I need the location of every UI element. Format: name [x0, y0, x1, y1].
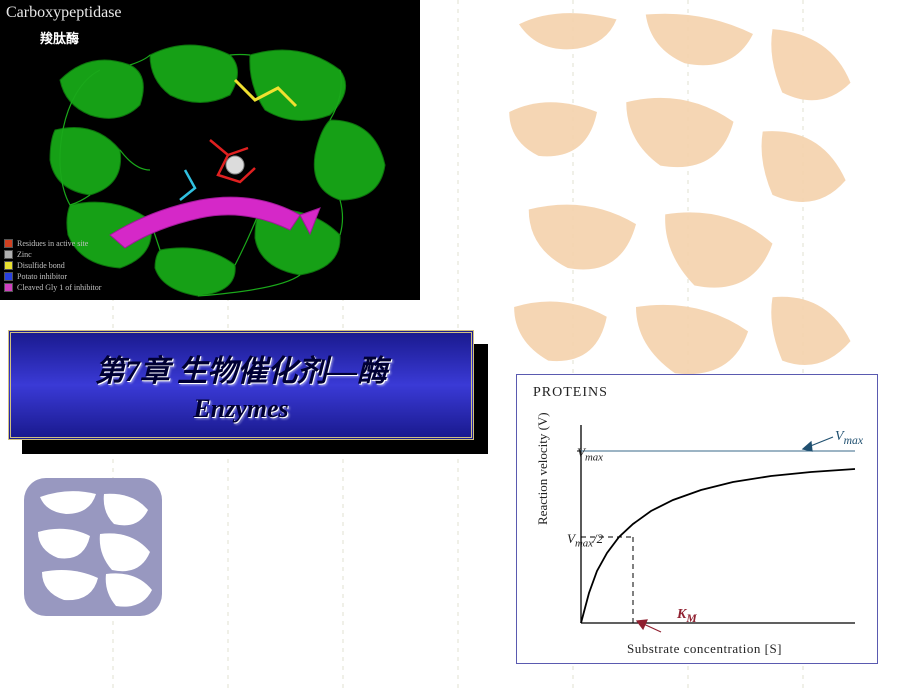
- chapter-banner: 第7章 生物催化剂—酶 Enzymes: [8, 330, 478, 448]
- protein-legend: Residues in active site Zinc Disulfide b…: [4, 239, 101, 294]
- vmax-sub: max: [844, 434, 863, 447]
- vmaxh-suffix: /2: [593, 531, 603, 546]
- vmaxh-v: V: [567, 531, 575, 546]
- vmax-v: V: [835, 429, 844, 444]
- inhibitor-icon: [180, 170, 195, 200]
- chapter-heading-cn: 第7章 生物催化剂—酶: [95, 346, 388, 390]
- chart-ylabel: Reaction velocity (V): [535, 412, 551, 525]
- legend-row: Residues in active site: [4, 239, 101, 248]
- legend-row: Zinc: [4, 250, 101, 259]
- banner-front: 第7章 生物催化剂—酶 Enzymes: [8, 330, 474, 440]
- seal-watermark-large: [480, 0, 870, 390]
- vmax-axis-label: Vmax: [577, 445, 603, 464]
- legend-label: Residues in active site: [17, 239, 88, 248]
- chart-xlabel: Substrate concentration [S]: [627, 641, 782, 657]
- zinc-atom-icon: [226, 156, 244, 174]
- km-k: K: [677, 607, 686, 622]
- ylabel-text: Reaction velocity (V): [535, 412, 550, 525]
- legend-label: Cleaved Gly 1 of inhibitor: [17, 283, 101, 292]
- kinetics-chart-panel: PROTEINS Reaction velocity (V) Substrate…: [516, 374, 878, 664]
- vmaxh-sub: max: [575, 538, 593, 550]
- protein-structure-panel: Carboxypeptidase 羧肽酶: [0, 0, 420, 300]
- xlabel-text: Substrate concentration [S]: [627, 641, 782, 656]
- vmax-sub2: max: [585, 452, 603, 464]
- chart-title: PROTEINS: [533, 385, 861, 401]
- chapter-heading-en: Enzymes: [193, 394, 288, 424]
- seal-stamp-small: [18, 472, 168, 622]
- km-label: KM: [677, 607, 697, 625]
- legend-row: Disulfide bond: [4, 261, 101, 270]
- legend-label: Zinc: [17, 250, 32, 259]
- km-sub: M: [686, 612, 696, 625]
- michaelis-menten-chart: [533, 407, 863, 653]
- legend-row: Potato inhibitor: [4, 272, 101, 281]
- legend-row: Cleaved Gly 1 of inhibitor: [4, 283, 101, 292]
- vmax-arrow-label: Vmax: [835, 429, 863, 447]
- vmax-v2: V: [577, 445, 585, 460]
- vmax-half-label: Vmax/2: [567, 531, 603, 550]
- legend-label: Potato inhibitor: [17, 272, 67, 281]
- legend-label: Disulfide bond: [17, 261, 65, 270]
